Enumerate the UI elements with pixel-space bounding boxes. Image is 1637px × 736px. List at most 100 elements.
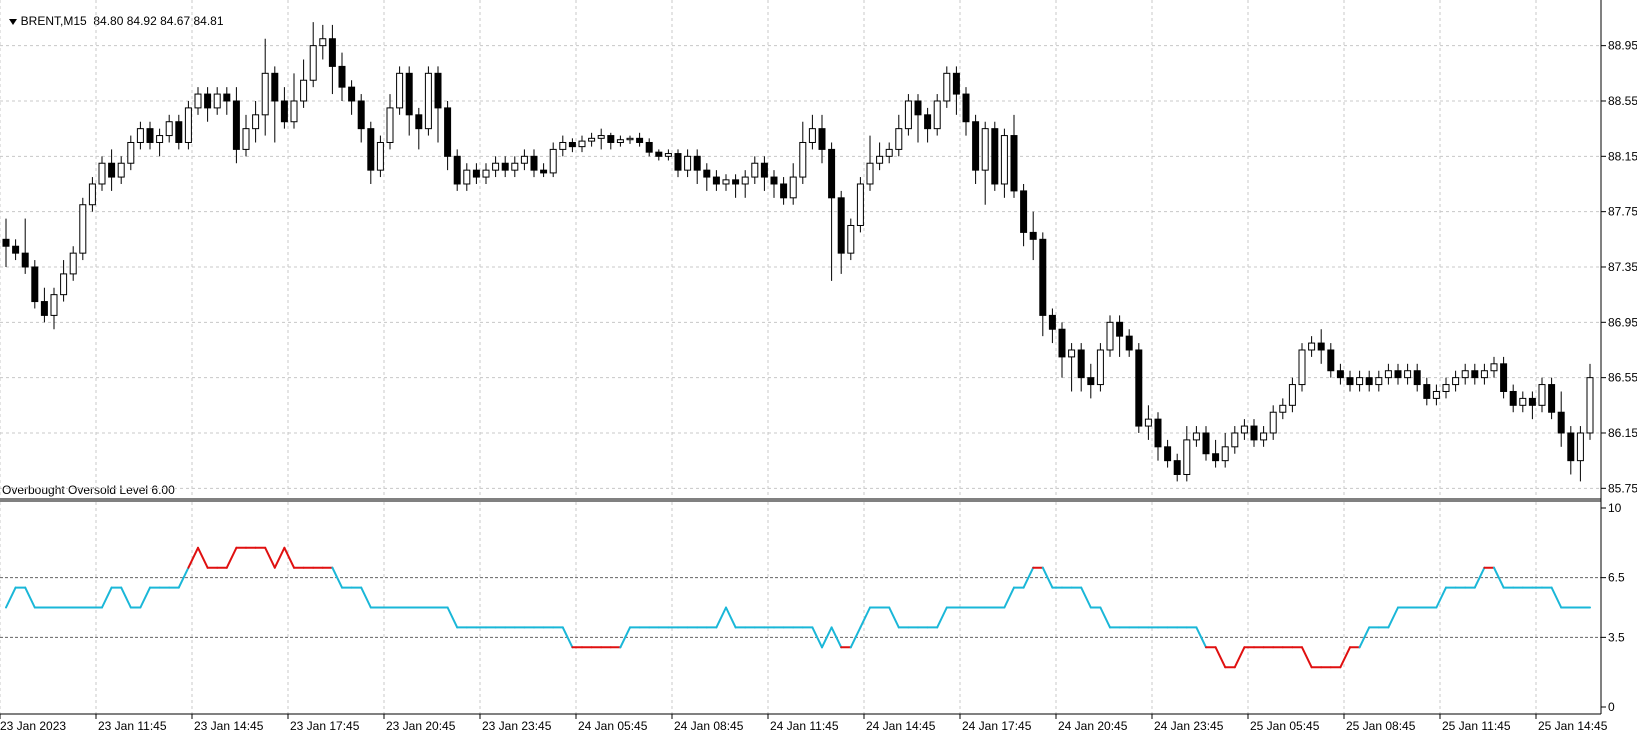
candle-body (1068, 349, 1076, 358)
osc-segment (1195, 626, 1207, 649)
candle-body (1365, 377, 1373, 386)
osc-segment (273, 546, 286, 569)
osc-segment (177, 566, 190, 589)
candle-body (588, 137, 596, 142)
candle-body (952, 72, 960, 95)
candle-body (1509, 390, 1517, 406)
candle-body (1576, 432, 1584, 462)
collapse-triangle-icon[interactable] (8, 18, 17, 25)
candle-body (290, 100, 298, 123)
candle-body (1077, 349, 1085, 379)
candle-body (1336, 370, 1344, 379)
candle-body (242, 128, 250, 150)
candle-body (223, 93, 231, 102)
candle-body (1375, 377, 1383, 386)
candle-body (1519, 397, 1527, 406)
osc-segment (1080, 586, 1092, 609)
candle-body (1154, 418, 1162, 448)
candle-body (1058, 328, 1066, 358)
osc-tick-label: 10 (1608, 501, 1622, 515)
candle-body (1192, 432, 1200, 441)
price-tick-label: 85.75 (1608, 481, 1637, 495)
candle-body (136, 128, 144, 143)
osc-segment (811, 626, 823, 649)
candle-body (31, 266, 39, 303)
candle-body (79, 204, 87, 254)
candle-body (712, 176, 720, 185)
candle-body (1356, 377, 1364, 386)
time-axis-labels: 23 Jan 2023 23 Jan 11:45 23 Jan 14:45 23 Ja… (0, 714, 1608, 733)
price-tick-label: 88.15 (1608, 149, 1637, 163)
candle-body (1384, 370, 1392, 379)
candle-body (213, 93, 221, 109)
candle-body (252, 114, 260, 130)
candle-body (50, 294, 58, 316)
candle-body (856, 183, 864, 226)
price-tick-label: 88.95 (1608, 39, 1637, 53)
candle-body (914, 100, 922, 116)
osc-segment (859, 606, 871, 629)
candle-body (1164, 446, 1172, 462)
candle-body (1298, 349, 1306, 386)
candle-body (415, 114, 423, 130)
candle-body (664, 153, 672, 157)
osc-segment (1041, 566, 1054, 589)
candle-body (1106, 321, 1114, 351)
candle-body (1212, 453, 1220, 462)
candle-body (434, 72, 442, 109)
candle-body (444, 107, 452, 157)
candle-body (924, 114, 932, 130)
candle-body (472, 169, 480, 178)
osc-segment (264, 546, 276, 569)
candle-body (1490, 363, 1498, 372)
oscillator-axis-labels: 10 6.5 3.5 0 (1601, 501, 1625, 714)
candle-body (482, 169, 490, 178)
candle-body (348, 86, 356, 102)
osc-segment (360, 586, 372, 609)
candle-body (376, 141, 384, 171)
osc-segment (1550, 586, 1563, 609)
candle-body (1183, 439, 1191, 475)
candle-body (396, 72, 404, 109)
oscillator-line (5, 546, 1591, 669)
candle-body (146, 128, 154, 143)
candle-body (1087, 377, 1095, 386)
candle-body (981, 128, 989, 171)
candle-body (549, 148, 557, 174)
candle-body (1327, 349, 1335, 372)
candle-body (1048, 314, 1056, 330)
candle-body (1413, 370, 1421, 386)
candle-body (722, 179, 730, 185)
osc-segment (725, 606, 737, 629)
time-label: 23 Jan 17:45 (290, 719, 360, 733)
candle-body (847, 224, 855, 254)
osc-segment (101, 586, 113, 609)
candle-body (885, 148, 893, 157)
candle-body (933, 100, 941, 130)
candle-body (1000, 135, 1008, 185)
candle-body (780, 183, 788, 199)
price-axis-labels: 88.95 88.55 88.15 87.75 87.35 86.95 86.55 86.15… (1601, 39, 1637, 495)
time-label: 24 Jan 23:45 (1154, 719, 1224, 733)
candle-body (1461, 370, 1469, 379)
candle-body (1135, 349, 1143, 427)
time-label: 25 Jan 05:45 (1250, 719, 1320, 733)
candle-body (645, 141, 653, 153)
osc-segment (821, 626, 833, 649)
osc-segment (1358, 626, 1371, 649)
candle-body (1202, 432, 1210, 455)
candle-body (1240, 425, 1248, 434)
osc-tick-label: 6.5 (1608, 571, 1625, 585)
candle-body (626, 137, 634, 141)
candle-body (1231, 432, 1239, 448)
candle-body (1538, 384, 1546, 406)
chart-header: BRENT,M15 84.80 84.92 84.67 84.81 (2, 0, 224, 28)
candle-body (108, 162, 116, 178)
candle-body (21, 252, 29, 268)
candle-body (1269, 411, 1277, 434)
osc-segment (1473, 566, 1486, 589)
candle-body (655, 151, 663, 157)
candle-body (271, 72, 279, 102)
candle-body (367, 128, 375, 171)
